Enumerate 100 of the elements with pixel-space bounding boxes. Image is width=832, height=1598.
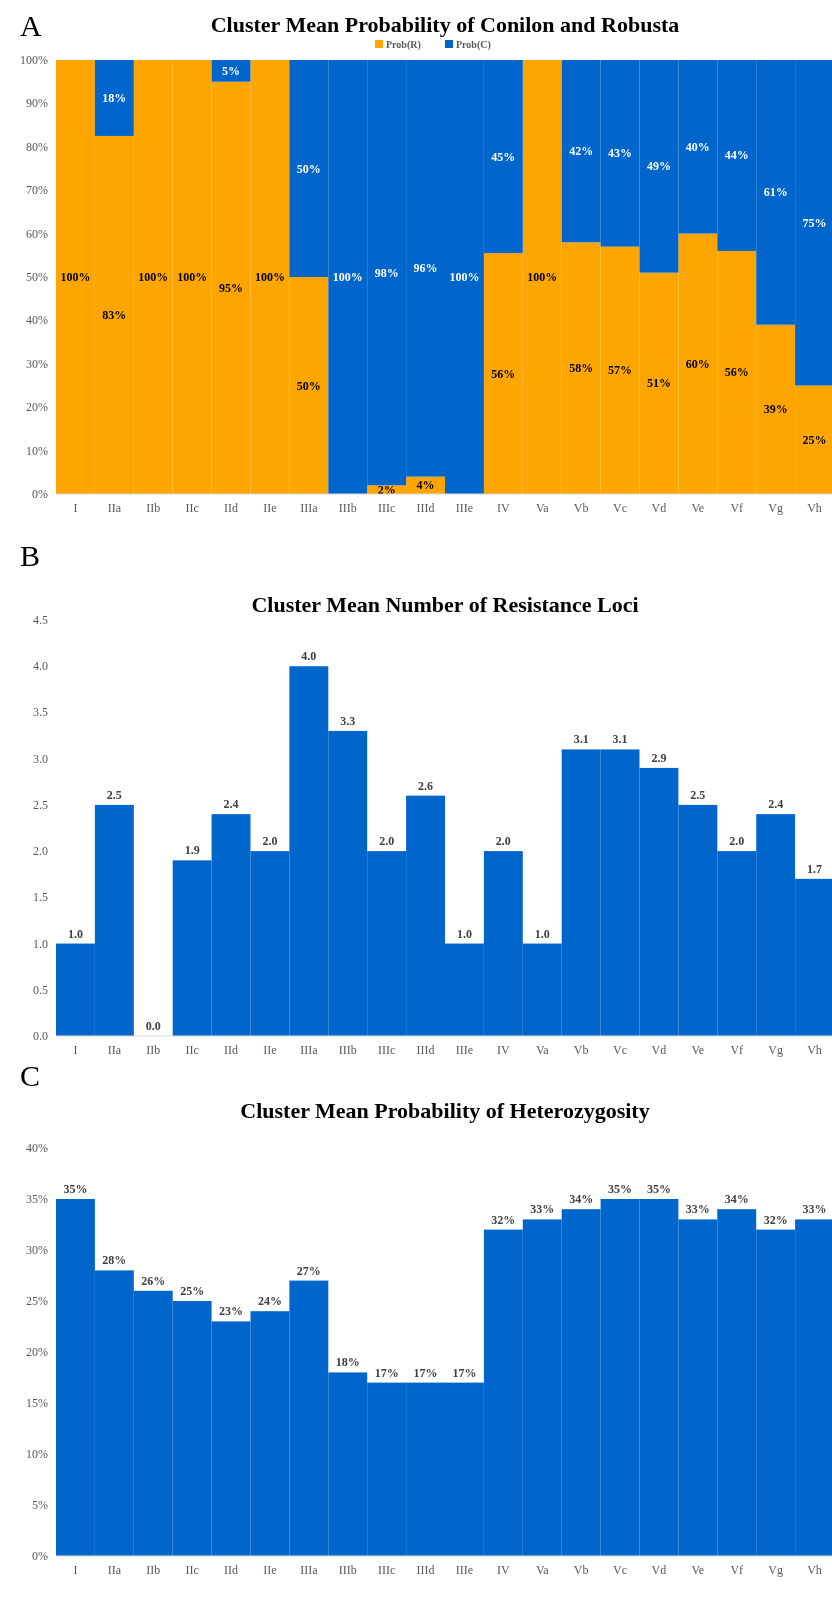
x-tick-label: IIa bbox=[107, 1563, 122, 1577]
x-tick-label: Va bbox=[535, 501, 550, 515]
data-label: 5% bbox=[222, 63, 241, 78]
chart-title: Cluster Mean Probability of Conilon and Robusta bbox=[210, 12, 680, 37]
data-label: 75% bbox=[802, 215, 827, 230]
x-tick-label: IIa bbox=[107, 1043, 122, 1057]
x-tick-label: Vd bbox=[651, 501, 667, 515]
data-label: 100% bbox=[332, 270, 363, 284]
x-tick-label: Vb bbox=[573, 501, 589, 515]
x-tick-label: IIId bbox=[416, 1043, 435, 1057]
x-tick-label: IIc bbox=[185, 501, 199, 515]
x-tick-label: Vg bbox=[768, 1563, 783, 1577]
y-tick-label: 0% bbox=[32, 1549, 48, 1563]
y-tick-label: 20% bbox=[26, 400, 48, 415]
x-tick-label: Vg bbox=[768, 501, 783, 515]
x-tick-label: Vd bbox=[651, 1563, 667, 1577]
y-tick-label: 3.5 bbox=[33, 705, 48, 720]
legend-label: Prob(C) bbox=[456, 39, 491, 51]
data-label: 33% bbox=[685, 1202, 710, 1217]
data-label: 2.4 bbox=[223, 797, 239, 812]
y-tick-label: 2.5 bbox=[33, 797, 48, 812]
text: B bbox=[20, 539, 41, 572]
y-tick-label: 50% bbox=[26, 270, 48, 284]
data-label: 100% bbox=[177, 270, 208, 284]
x-tick-label: IIe bbox=[263, 1563, 277, 1577]
x-tick-label: Vc bbox=[613, 1043, 628, 1057]
data-label: 1.9 bbox=[184, 843, 200, 858]
data-label: 23% bbox=[219, 1304, 244, 1319]
x-tick-label: IIIc bbox=[377, 1043, 396, 1057]
data-label: 83% bbox=[102, 307, 127, 322]
x-tick-label: IId bbox=[224, 1043, 239, 1057]
x-tick-label: Vf bbox=[730, 1563, 744, 1577]
y-tick-label: 5% bbox=[32, 1498, 48, 1512]
x-tick-label: IId bbox=[224, 1563, 239, 1577]
x-tick-label: Vf bbox=[730, 1043, 744, 1057]
x-tick-label: Vg bbox=[768, 1043, 783, 1057]
x-tick-label: IIb bbox=[146, 501, 161, 515]
x-tick-label: Ve bbox=[691, 1563, 705, 1577]
y-tick-label: 90% bbox=[26, 96, 48, 111]
y-tick-label: 3.0 bbox=[33, 751, 48, 766]
data-label: 95% bbox=[219, 280, 244, 295]
y-tick-label: 0% bbox=[32, 487, 48, 501]
text: C bbox=[20, 1059, 41, 1092]
y-tick-label: 60% bbox=[26, 226, 48, 241]
data-label: 28% bbox=[102, 1253, 127, 1268]
data-label: 1.7 bbox=[807, 861, 823, 876]
data-label: 3.1 bbox=[573, 732, 589, 747]
x-tick-label: IId bbox=[224, 501, 239, 515]
x-tick-label: IIc bbox=[185, 1043, 199, 1057]
bar bbox=[211, 60, 251, 82]
x-tick-label: IIa bbox=[107, 501, 122, 515]
data-label: 50% bbox=[296, 378, 321, 393]
data-label: 26% bbox=[141, 1273, 166, 1288]
data-label: 2.9 bbox=[651, 750, 667, 765]
y-tick-label: 100% bbox=[20, 53, 48, 67]
x-tick-label: IIe bbox=[263, 1043, 277, 1057]
x-tick-label: IIb bbox=[146, 1043, 161, 1057]
data-label: 2.0 bbox=[495, 834, 511, 849]
x-tick-label: I bbox=[73, 501, 78, 515]
y-tick-label: 10% bbox=[26, 1447, 48, 1461]
x-tick-label: I bbox=[73, 1563, 78, 1577]
data-label: 1.0 bbox=[67, 926, 83, 941]
x-tick-label: Vb bbox=[573, 1563, 589, 1577]
chart-title: Cluster Mean Probability of Heterozygosity bbox=[240, 1098, 650, 1123]
y-tick-label: 0.0 bbox=[33, 1029, 48, 1043]
x-tick-label: IV bbox=[497, 1043, 511, 1057]
y-tick-label: 15% bbox=[26, 1396, 48, 1410]
data-label: 32% bbox=[763, 1212, 788, 1227]
y-tick-label: 35% bbox=[26, 1192, 48, 1206]
x-tick-label: IIb bbox=[146, 1563, 161, 1577]
x-tick-label: IIIe bbox=[455, 1563, 474, 1577]
x-tick-label: Vd bbox=[651, 1043, 667, 1057]
x-tick-label: IIIe bbox=[455, 1043, 474, 1057]
x-tick-label: Vf bbox=[730, 501, 744, 515]
data-label: 25% bbox=[180, 1284, 205, 1298]
data-label: 58% bbox=[569, 361, 594, 376]
data-label: 35% bbox=[608, 1182, 633, 1196]
x-tick-label: Vc bbox=[613, 501, 628, 515]
data-label: 4% bbox=[416, 478, 435, 493]
data-label: 44% bbox=[724, 148, 749, 163]
data-label: 33% bbox=[802, 1202, 827, 1217]
data-label: 56% bbox=[491, 366, 516, 381]
x-tick-label: IIIb bbox=[338, 501, 357, 515]
x-tick-label: IIc bbox=[185, 1563, 199, 1577]
data-label: 50% bbox=[296, 161, 321, 176]
data-label: 2.0 bbox=[379, 834, 395, 849]
legend-label: Prob(R) bbox=[386, 39, 421, 51]
x-tick-label: IIIa bbox=[300, 501, 319, 515]
x-tick-label: IV bbox=[497, 1563, 511, 1577]
y-tick-label: 30% bbox=[26, 356, 48, 371]
y-tick-label: 4.5 bbox=[33, 613, 48, 627]
x-tick-label: IIId bbox=[416, 1563, 435, 1577]
data-label: 34% bbox=[569, 1192, 594, 1207]
data-label: 2% bbox=[377, 482, 396, 497]
data-label: 17% bbox=[374, 1365, 399, 1380]
x-tick-label: Va bbox=[535, 1563, 550, 1577]
data-label: 18% bbox=[335, 1355, 360, 1370]
y-tick-label: 70% bbox=[26, 183, 48, 198]
data-label: 100% bbox=[60, 270, 91, 284]
text: A bbox=[20, 9, 42, 42]
